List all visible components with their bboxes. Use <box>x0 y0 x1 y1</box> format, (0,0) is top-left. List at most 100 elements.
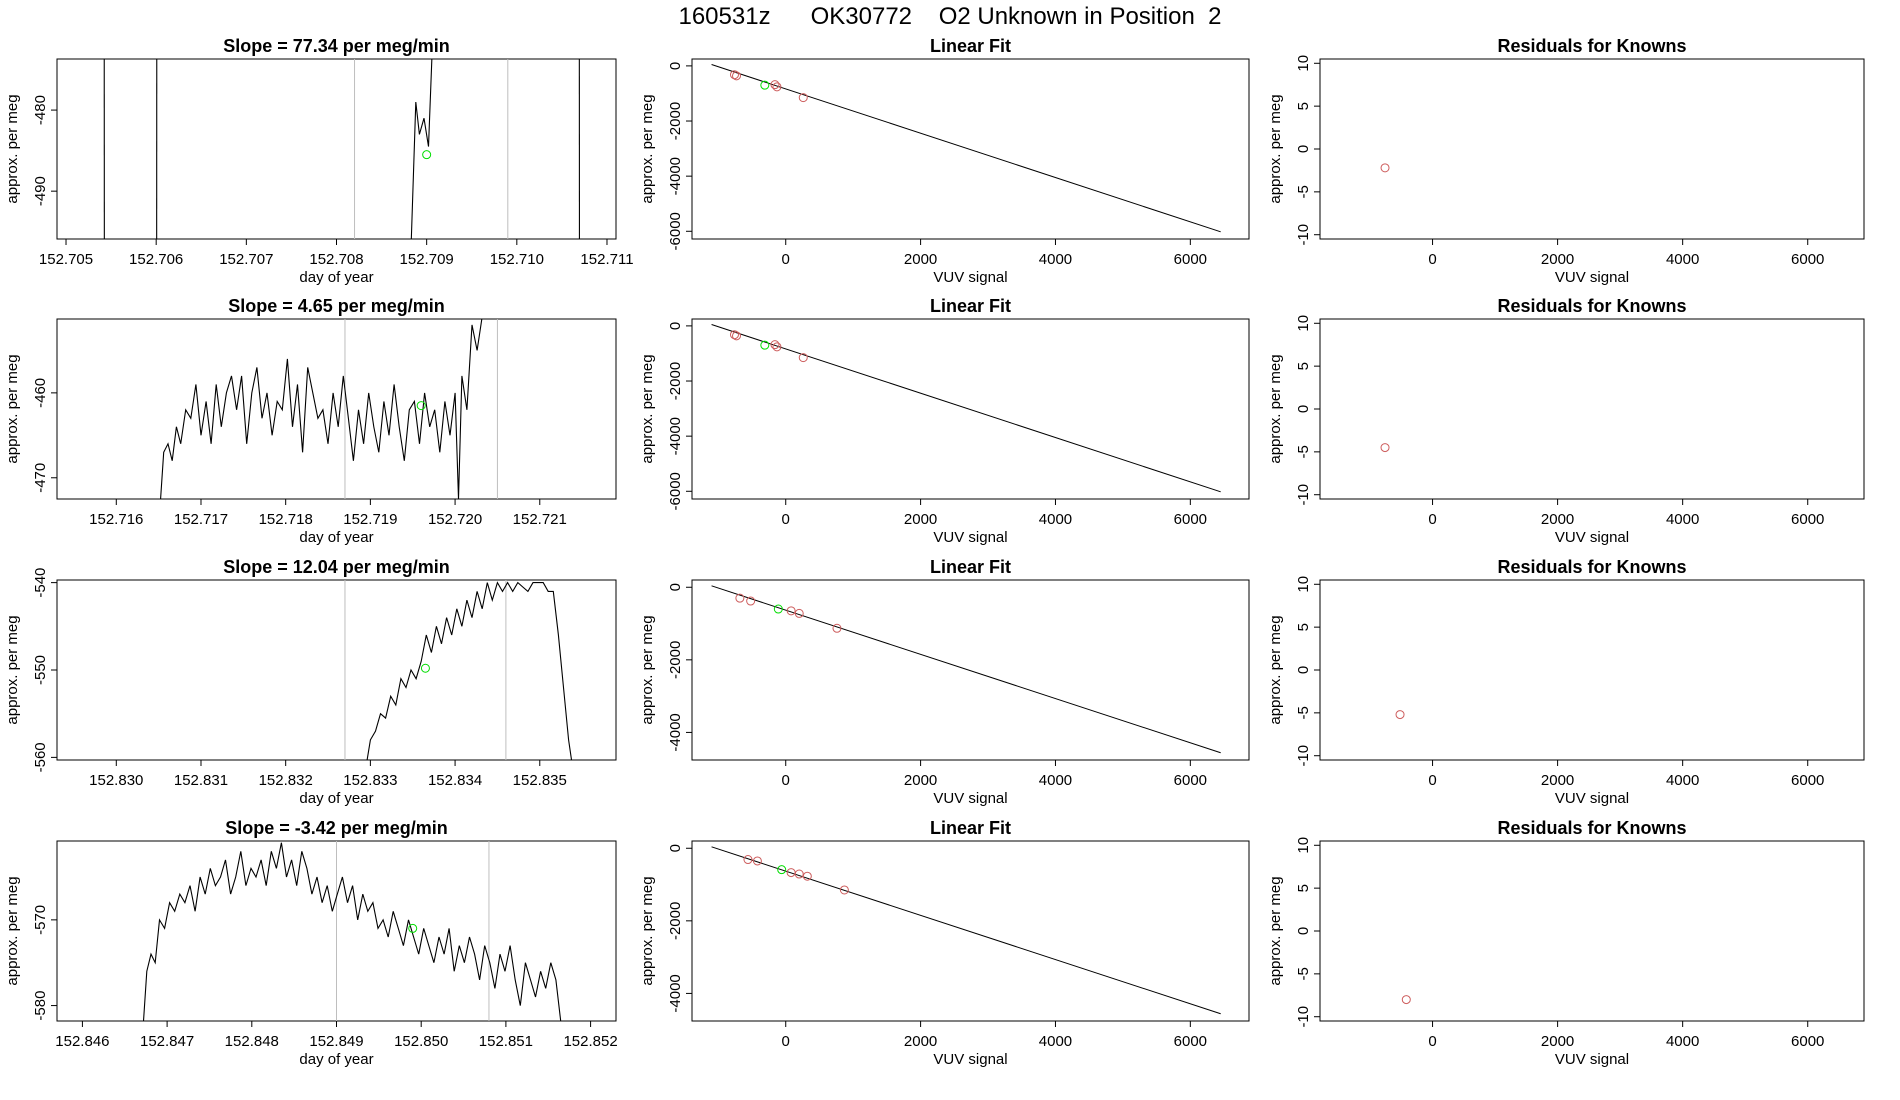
x-tick-label: 4000 <box>1666 1033 1699 1050</box>
x-tick-label: 0 <box>782 511 790 528</box>
y-tick-label: 0 <box>667 844 684 852</box>
known-point <box>1380 443 1390 453</box>
x-tick-label: 4000 <box>1039 772 1072 789</box>
y-tick-label: 10 <box>1295 837 1312 854</box>
series-line-trace-a <box>160 319 483 499</box>
x-tick-label: 152.834 <box>428 772 482 789</box>
y-tick-label: -2000 <box>667 362 684 400</box>
x-tick-label: 152.720 <box>428 511 482 528</box>
y-axis-label: approx. per meg <box>639 354 656 463</box>
x-axis-label: VUV signal <box>1555 1051 1629 1068</box>
x-tick-label: 152.705 <box>39 251 93 268</box>
unknown-point <box>422 150 432 160</box>
known-point <box>770 340 780 350</box>
y-axis-label: approx. per meg <box>639 876 656 985</box>
y-tick-label: 10 <box>1295 315 1312 332</box>
panel-resid-1: Residuals for Knowns 0 2000 4000 6000 VUV sig… <box>1267 36 1865 286</box>
y-tick-label: -570 <box>32 905 49 935</box>
y-tick-label: -550 <box>32 655 49 685</box>
plot-area <box>711 585 1221 754</box>
unknown-point <box>773 604 783 614</box>
y-tick-label: 0 <box>667 322 684 330</box>
plot-area <box>160 319 498 499</box>
y-axis-label: approx. per meg <box>1267 94 1284 203</box>
x-tick-label: 0 <box>782 772 790 789</box>
plot-frame <box>56 318 617 500</box>
y-tick-label: 0 <box>1295 666 1312 674</box>
plot-area <box>1395 710 1405 720</box>
y-tick-label: -5 <box>1295 185 1312 198</box>
x-tick-label: 0 <box>1428 251 1436 268</box>
fit-line <box>711 324 1221 493</box>
y-tick-label: -480 <box>32 95 49 125</box>
x-tick-label: 2000 <box>1541 251 1574 268</box>
y-tick-label: 0 <box>667 62 684 70</box>
panel-fit-3: Linear Fit 0 2000 4000 6000 VUV signal 0 -2000 -… <box>639 557 1250 807</box>
x-tick-label: 152.832 <box>259 772 313 789</box>
x-tick-label: 152.830 <box>89 772 143 789</box>
unknown-point <box>760 80 770 90</box>
known-point <box>732 331 742 341</box>
x-axis-label: VUV signal <box>1555 269 1629 286</box>
plot-frame <box>691 58 1250 240</box>
plot-area <box>344 580 573 760</box>
x-tick-label: 152.848 <box>225 1033 279 1050</box>
y-tick-label: -5 <box>1295 706 1312 719</box>
x-tick-label: 152.849 <box>309 1033 363 1050</box>
y-tick-label: -6000 <box>667 472 684 510</box>
y-tick-label: -560 <box>32 742 49 772</box>
x-tick-label: 6000 <box>1174 1033 1207 1050</box>
plot-frame <box>56 579 617 761</box>
figure-title: 160531z OK30772 O2 Unknown in Position 2 <box>0 3 1900 31</box>
panel-title: Slope = 12.04 per meg/min <box>223 557 450 577</box>
y-tick-label: -5 <box>1295 967 1312 980</box>
known-point <box>1380 163 1390 173</box>
unknown-point <box>420 663 430 673</box>
plot-area <box>1401 995 1411 1005</box>
y-tick-label: -540 <box>32 568 49 598</box>
y-tick-label: 5 <box>1295 623 1312 631</box>
x-tick-label: 2000 <box>1541 511 1574 528</box>
x-tick-label: 0 <box>782 1033 790 1050</box>
x-tick-label: 152.718 <box>259 511 313 528</box>
known-point <box>743 855 753 865</box>
x-axis-label: VUV signal <box>933 1051 1007 1068</box>
x-tick-label: 6000 <box>1791 511 1824 528</box>
panel-title: Slope = 77.34 per meg/min <box>223 36 450 56</box>
x-axis-label: day of year <box>299 529 373 546</box>
x-axis-label: VUV signal <box>933 790 1007 807</box>
y-axis-label: approx. per meg <box>4 876 21 985</box>
panel-title: Residuals for Knowns <box>1497 36 1686 56</box>
fit-line <box>711 64 1221 233</box>
panel-title: Slope = -3.42 per meg/min <box>225 818 448 838</box>
panel-resid-4: Residuals for Knowns 0 2000 4000 6000 VUV sig… <box>1267 818 1865 1068</box>
known-point <box>1395 710 1405 720</box>
x-tick-label: 152.709 <box>400 251 454 268</box>
known-point <box>832 623 842 633</box>
plot-frame <box>1319 840 1865 1022</box>
y-axis-label: approx. per meg <box>1267 354 1284 463</box>
known-point <box>839 885 849 895</box>
x-tick-label: 152.847 <box>140 1033 194 1050</box>
plot-frame <box>1319 579 1865 761</box>
panel-title: Linear Fit <box>930 818 1011 838</box>
x-tick-label: 0 <box>1428 511 1436 528</box>
panel-title: Residuals for Knowns <box>1497 296 1686 316</box>
x-tick-label: 152.835 <box>513 772 567 789</box>
plot-area <box>711 846 1221 1015</box>
panel-slope-1: Slope = 77.34 per meg/min 152.705 152.706 1… <box>4 36 634 286</box>
x-tick-label: 152.719 <box>343 511 397 528</box>
unknown-point <box>408 923 418 933</box>
y-tick-label: 10 <box>1295 55 1312 72</box>
y-axis-label: approx. per meg <box>4 615 21 724</box>
x-tick-label: 152.708 <box>309 251 363 268</box>
x-tick-label: 6000 <box>1791 251 1824 268</box>
x-tick-label: 152.831 <box>174 772 228 789</box>
y-tick-label: 5 <box>1295 884 1312 892</box>
y-axis-label: approx. per meg <box>4 94 21 203</box>
series-line-trace-c <box>410 59 433 239</box>
panel-fit-1: Linear Fit 0 2000 4000 6000 VUV signal 0 -2000 -… <box>639 36 1250 286</box>
x-tick-label: 152.706 <box>129 251 183 268</box>
known-point <box>794 608 804 618</box>
unknown-point <box>777 865 787 875</box>
